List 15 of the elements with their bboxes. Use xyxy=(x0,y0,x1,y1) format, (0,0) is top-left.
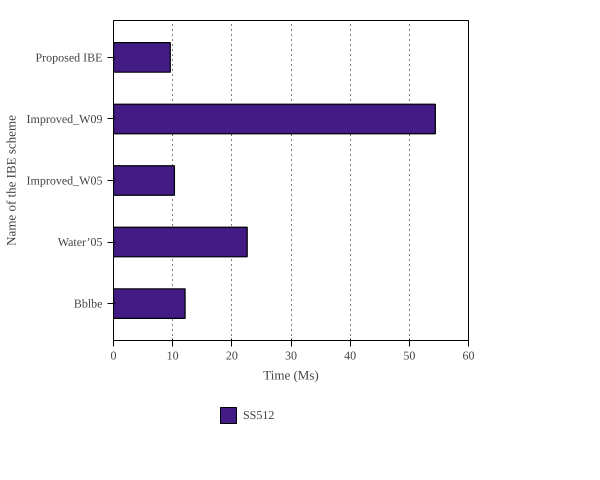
y-tick-label: Bblbe xyxy=(74,296,103,311)
x-tick-label: 40 xyxy=(344,348,356,362)
y-axis-title: Name of the IBE scheme xyxy=(4,114,19,246)
x-tick-label: 0 xyxy=(110,348,116,362)
y-tick-label: Improved_W05 xyxy=(26,174,103,188)
y-tick-label: Proposed IBE xyxy=(36,50,103,64)
x-tick-label: 30 xyxy=(285,348,297,362)
legend-label: SS512 xyxy=(243,408,274,422)
x-axis-title: Time (Ms) xyxy=(263,368,319,382)
y-tick-label: Improved_W09 xyxy=(26,112,103,126)
x-tick-label: 20 xyxy=(226,348,238,362)
x-tick-label: 50 xyxy=(403,348,416,362)
x-tick-label: 60 xyxy=(462,348,474,362)
x-tick-label: 10 xyxy=(166,348,179,362)
y-tick-label: Water’05 xyxy=(58,235,103,250)
